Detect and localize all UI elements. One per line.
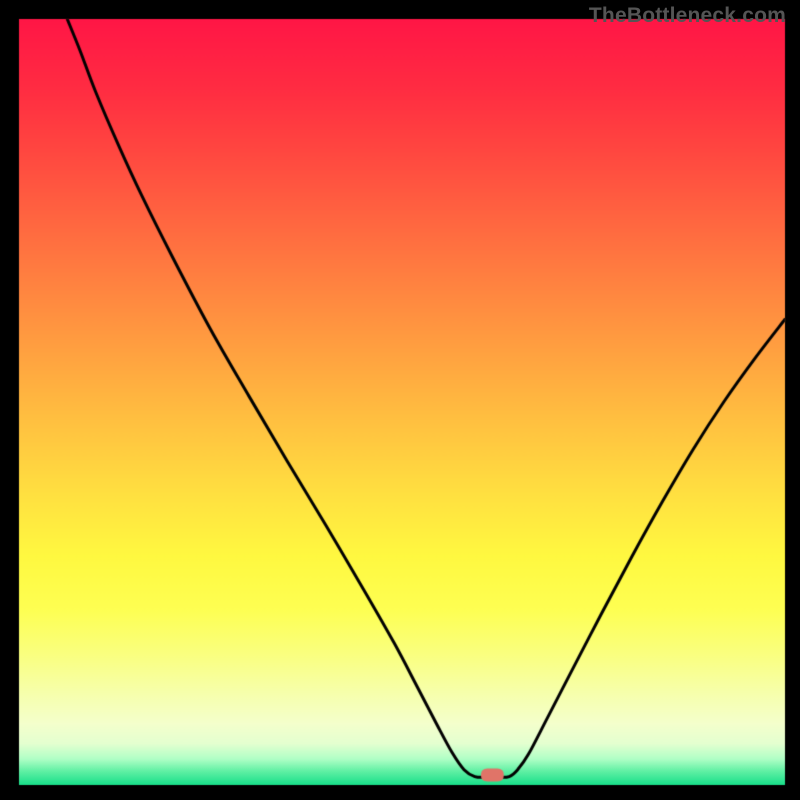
chart-stage: TheBottleneck.com: [0, 0, 800, 800]
attribution-label: TheBottleneck.com: [589, 4, 786, 28]
bottleneck-curve: [0, 0, 800, 800]
